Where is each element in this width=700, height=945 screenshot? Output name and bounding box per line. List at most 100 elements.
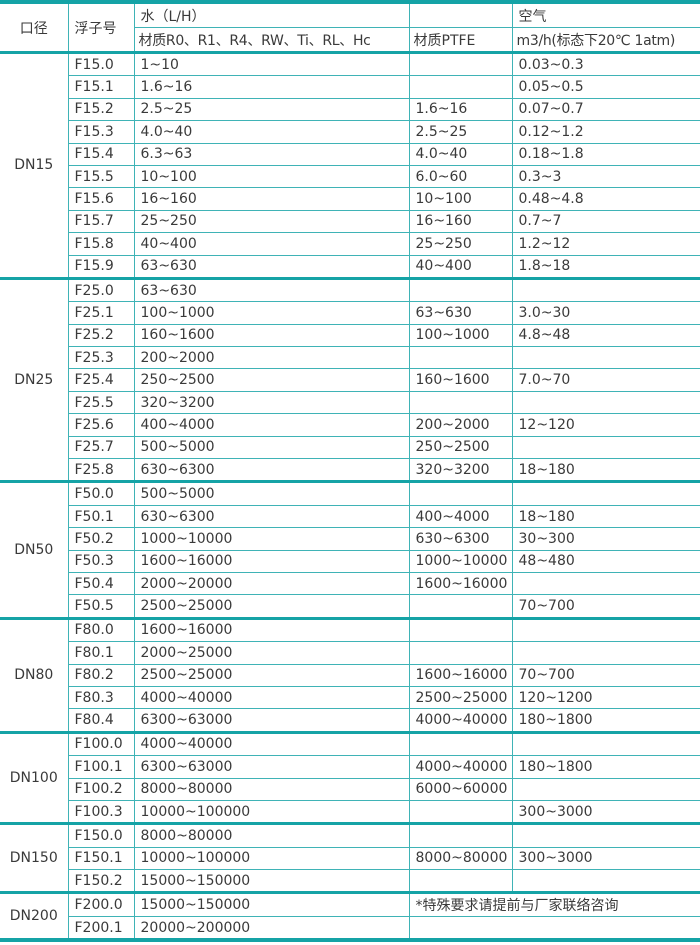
water-range-cell: 40~400 bbox=[133, 232, 410, 256]
float-cell: F50.3 bbox=[68, 549, 135, 573]
table-row: F15.4 6.3~63 4.0~40 0.18~1.8 bbox=[0, 142, 700, 166]
ptfe-range-cell: 6000~60000 bbox=[408, 777, 513, 801]
size-cell: DN15 bbox=[0, 51, 69, 280]
float-cell: F25.7 bbox=[68, 435, 135, 460]
float-cell: F100.1 bbox=[68, 755, 135, 779]
size-cell: DN100 bbox=[0, 730, 69, 826]
float-cell: F25.0 bbox=[67, 276, 135, 303]
ptfe-range-cell: 1000~10000 bbox=[408, 549, 513, 573]
water-range-cell: 100~1000 bbox=[133, 301, 410, 325]
water-range-cell: 1600~16000 bbox=[133, 616, 410, 643]
float-cell: F150.2 bbox=[68, 869, 135, 894]
air-range-cell: 0.05~0.5 bbox=[511, 75, 700, 99]
ptfe-range-cell: 16~160 bbox=[408, 209, 513, 234]
ptfe-range-cell bbox=[408, 276, 513, 303]
ptfe-range-cell bbox=[408, 869, 513, 894]
table-row: DN15 F15.0 1~10 0.03~0.3 bbox=[0, 50, 700, 280]
air-range-cell bbox=[511, 616, 700, 643]
float-cell: F50.2 bbox=[68, 527, 135, 551]
air-range-cell bbox=[511, 869, 700, 894]
table-row: DN50 F50.0 500~5000 bbox=[0, 480, 700, 620]
air-range-cell: 0.48~4.8 bbox=[511, 187, 700, 211]
table-row: F50.2 1000~10000 630~6300 30~300 bbox=[0, 527, 700, 551]
float-cell: F25.3 bbox=[68, 346, 135, 370]
air-range-cell bbox=[511, 346, 700, 370]
water-range-cell: 500~5000 bbox=[133, 435, 410, 460]
table-row: DN80 F80.0 1600~16000 bbox=[0, 616, 700, 734]
ptfe-range-cell: 400~4000 bbox=[408, 504, 513, 529]
table-row: F150.2 15000~150000 bbox=[0, 869, 700, 894]
table-row: F50.5 2500~25000 70~700 bbox=[0, 594, 700, 619]
ptfe-range-cell: 320~3200 bbox=[408, 458, 513, 483]
float-cell: F15.6 bbox=[68, 187, 135, 211]
ptfe-range-cell bbox=[408, 480, 513, 506]
table-row: F15.2 2.5~25 1.6~16 0.07~0.7 bbox=[0, 97, 700, 122]
ptfe-range-cell: 250~2500 bbox=[408, 435, 513, 460]
float-cell: F150.1 bbox=[68, 846, 135, 871]
ptfe-range-cell bbox=[408, 75, 513, 99]
header-row-1: 口径 浮子号 水（L/H） 空气 bbox=[0, 1, 700, 54]
table-row: F100.3 10000~100000 300~3000 bbox=[0, 799, 700, 825]
water-range-cell: 4.0~40 bbox=[133, 120, 410, 144]
ptfe-range-cell: 200~2000 bbox=[408, 413, 513, 437]
ptfe-range-cell: 8000~80000 bbox=[408, 846, 513, 871]
table-row: F25.3 200~2000 bbox=[0, 346, 700, 370]
water-range-cell: 160~1600 bbox=[133, 323, 410, 348]
air-range-cell: 180~1800 bbox=[511, 708, 700, 733]
air-range-cell bbox=[511, 480, 700, 506]
float-cell: F15.7 bbox=[68, 209, 135, 234]
float-cell: F15.2 bbox=[68, 97, 135, 122]
air-range-cell bbox=[511, 435, 700, 460]
air-range-cell bbox=[511, 390, 700, 415]
size-cell: DN25 bbox=[0, 276, 69, 484]
water-range-cell: 63~630 bbox=[133, 276, 410, 303]
water-range-cell: 2000~20000 bbox=[133, 571, 410, 596]
table-row: F15.3 4.0~40 2.5~25 0.12~1.2 bbox=[0, 120, 700, 144]
table-row: F100.1 6300~63000 4000~40000 180~1800 bbox=[0, 755, 700, 779]
size-cell: DN150 bbox=[0, 822, 69, 895]
ptfe-range-cell: 4000~40000 bbox=[408, 708, 513, 733]
ptfe-range-cell bbox=[408, 730, 513, 757]
ptfe-range-cell: 100~1000 bbox=[408, 323, 513, 348]
water-range-cell: 500~5000 bbox=[133, 480, 410, 506]
float-cell: F25.5 bbox=[68, 390, 135, 415]
ptfe-range-cell: 63~630 bbox=[408, 301, 513, 325]
water-range-cell: 2.5~25 bbox=[133, 97, 410, 122]
water-range-cell: 10~100 bbox=[133, 164, 410, 189]
float-cell: F50.0 bbox=[67, 480, 135, 506]
size-cell: DN50 bbox=[0, 480, 69, 620]
air-range-cell: 1.8~18 bbox=[511, 254, 700, 279]
float-cell: F15.8 bbox=[68, 232, 135, 256]
float-cell: F100.3 bbox=[68, 799, 135, 825]
air-range-cell: 0.03~0.3 bbox=[511, 50, 700, 77]
ptfe-range-cell: 1600~16000 bbox=[408, 571, 513, 596]
ptfe-range-cell: 2500~25000 bbox=[408, 685, 513, 710]
header-water-material: 材质R0、R1、R4、RW、Ti、RL、Hc bbox=[134, 27, 410, 53]
ptfe-range-cell bbox=[408, 390, 513, 415]
air-range-cell: 300~3000 bbox=[511, 846, 700, 871]
ptfe-range-cell bbox=[408, 822, 513, 848]
ptfe-range-cell: 10~100 bbox=[408, 187, 513, 211]
water-range-cell: 1~10 bbox=[133, 50, 410, 77]
air-range-cell bbox=[511, 571, 700, 596]
water-range-cell: 630~6300 bbox=[133, 504, 410, 529]
water-range-cell: 1.6~16 bbox=[133, 75, 410, 99]
water-range-cell: 20000~200000 bbox=[133, 915, 410, 941]
float-cell: F15.5 bbox=[68, 164, 135, 189]
water-range-cell: 320~3200 bbox=[133, 390, 410, 415]
table-row: F150.1 10000~100000 8000~80000 300~3000 bbox=[0, 846, 700, 871]
air-range-cell: 0.12~1.2 bbox=[511, 120, 700, 144]
ptfe-range-cell: 2.5~25 bbox=[408, 120, 513, 144]
table-row: F25.7 500~5000 250~2500 bbox=[0, 435, 700, 460]
float-cell: F25.8 bbox=[68, 458, 135, 483]
float-cell: F100.2 bbox=[68, 777, 135, 801]
air-range-cell: 70~700 bbox=[511, 663, 700, 687]
water-range-cell: 1000~10000 bbox=[133, 527, 410, 551]
water-range-cell: 8000~80000 bbox=[133, 822, 410, 848]
water-range-cell: 400~4000 bbox=[133, 413, 410, 437]
float-cell: F80.4 bbox=[68, 708, 135, 733]
water-range-cell: 6300~63000 bbox=[133, 708, 410, 733]
table-row: F15.9 63~630 40~400 1.8~18 bbox=[0, 254, 700, 279]
table-row: DN25 F25.0 63~630 bbox=[0, 276, 700, 484]
water-range-cell: 6.3~63 bbox=[133, 142, 410, 166]
